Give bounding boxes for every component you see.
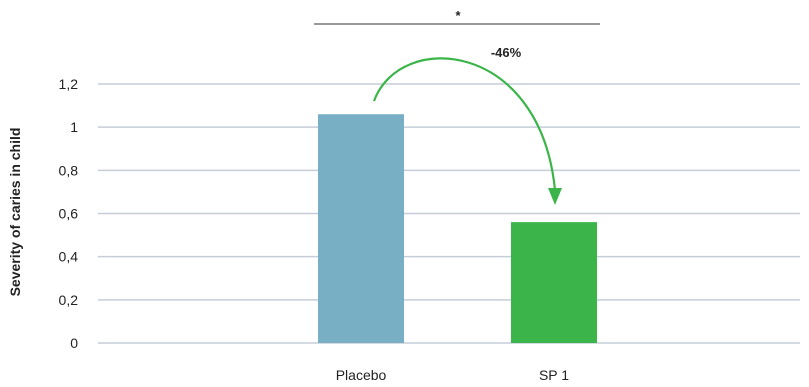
x-category-label: Placebo (336, 367, 387, 383)
arrow-head (548, 188, 562, 205)
gridlines (98, 83, 800, 344)
y-tick-label: 1 (70, 119, 78, 135)
percent-change-label: -46% (491, 45, 522, 60)
y-tick-label: 0,4 (59, 249, 79, 265)
bars (318, 114, 597, 343)
y-tick-label: 0,6 (59, 206, 79, 222)
y-axis-label: Severity of caries in child (7, 128, 23, 297)
significance-marker: * (455, 8, 461, 23)
y-tick-label: 0,2 (59, 292, 79, 308)
y-tick-label: 0 (70, 335, 78, 351)
x-category-label: SP 1 (539, 367, 569, 383)
bar-placebo (318, 114, 404, 343)
change-arrow (372, 57, 557, 191)
x-tick-labels: Placebo SP 1 (336, 367, 570, 383)
y-tick-label: 1,2 (59, 76, 79, 92)
y-tick-labels: 0 0,2 0,4 0,6 0,8 1 1,2 (59, 76, 79, 351)
y-tick-label: 0,8 (59, 162, 79, 178)
bar-sp-1 (511, 222, 597, 343)
